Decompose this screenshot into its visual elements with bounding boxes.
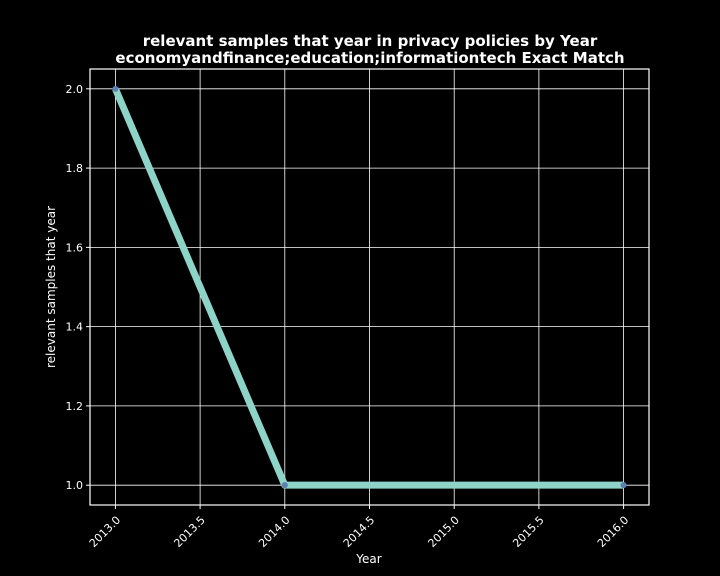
data-point [112, 85, 119, 92]
y-tick-label: 2.0 [66, 83, 84, 96]
x-axis-label: Year [355, 552, 381, 566]
x-tick-label: 2016.0 [595, 514, 631, 550]
ticks: 2013.0 2013.5 2014.0 2014.5 2015.0 2015.5 2016… [66, 83, 632, 550]
series [112, 85, 627, 489]
data-point [281, 482, 288, 489]
y-tick-label: 1.4 [66, 321, 84, 334]
x-tick-label: 2015.0 [426, 514, 462, 550]
chart-title-line-2: economyandfinance;education;informationt… [115, 49, 624, 67]
grid [90, 69, 649, 505]
y-tick-label: 1.8 [66, 162, 84, 175]
x-tick-label: 2013.5 [171, 514, 207, 550]
x-tick-label: 2013.0 [87, 514, 123, 550]
data-point [620, 482, 627, 489]
y-tick-label: 1.6 [66, 241, 84, 254]
x-tick-label: 2014.0 [256, 514, 292, 550]
y-tick-label: 1.2 [66, 400, 84, 413]
y-tick-label: 1.0 [66, 479, 84, 492]
y-axis-label: relevant samples that year [44, 206, 58, 368]
chart-title-line-1: relevant samples that year in privacy po… [143, 32, 598, 50]
x-tick-label: 2014.5 [341, 514, 377, 550]
x-tick-label: 2015.5 [510, 514, 546, 550]
